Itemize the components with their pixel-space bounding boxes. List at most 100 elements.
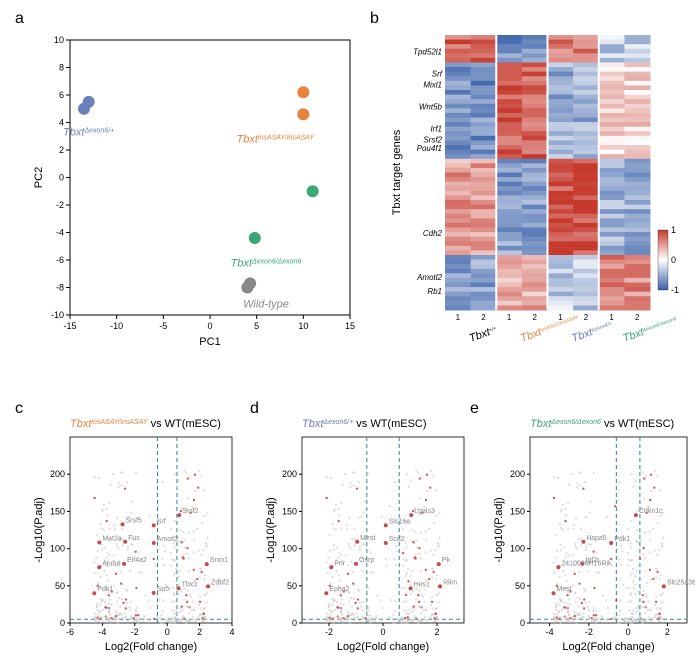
svg-text:Rlim: Rlim xyxy=(443,579,457,586)
svg-text:Hspa5: Hspa5 xyxy=(586,535,606,542)
svg-text:0: 0 xyxy=(626,627,631,637)
svg-text:4: 4 xyxy=(229,627,234,637)
svg-text:10: 10 xyxy=(54,35,64,45)
svg-text:0: 0 xyxy=(60,618,65,628)
svg-text:Rb1: Rb1 xyxy=(427,287,442,296)
svg-text:-Log10(P.adj): -Log10(P.adj) xyxy=(265,497,277,562)
volcano-c-panel: TbxtinsASAY/insASAY vs WT(mESC) -6 -4 -2 0 2 4… xyxy=(30,415,240,655)
svg-text:Pdk1: Pdk1 xyxy=(97,586,113,593)
svg-text:1: 1 xyxy=(671,225,676,235)
pca-scatter-svg: -15-10-5051015-10-8-6-4-20246810PC1PC2Tb… xyxy=(30,30,360,350)
volcano-d-svg: TbxtΔexon6/+ vs WT(mESC)-202050100150200… xyxy=(262,415,472,655)
svg-text:Srf: Srf xyxy=(432,70,443,79)
svg-text:200: 200 xyxy=(510,469,525,479)
svg-text:Tpd52l1: Tpd52l1 xyxy=(413,48,442,57)
heatmap-svg: Tpd52l1SrfMixl1Wnt5bIrf1Srsf2Pou4f1Cdh2A… xyxy=(390,30,690,370)
svg-text:150: 150 xyxy=(282,506,297,516)
svg-text:Irf1: Irf1 xyxy=(430,125,442,134)
svg-text:Scd2: Scd2 xyxy=(389,536,405,543)
svg-text:-6: -6 xyxy=(66,627,74,637)
svg-text:0: 0 xyxy=(520,618,525,628)
svg-text:Wild-type: Wild-type xyxy=(243,299,289,311)
svg-text:-Log10(P.adj): -Log10(P.adj) xyxy=(493,497,505,562)
svg-text:100: 100 xyxy=(510,544,525,554)
volcano-c-svg: TbxtinsASAY/insASAY vs WT(mESC) -6 -4 -2 0 2 4… xyxy=(30,415,240,655)
svg-text:PC1: PC1 xyxy=(199,336,220,348)
svg-text:Pdk1: Pdk1 xyxy=(614,536,630,543)
svg-text:1: 1 xyxy=(507,313,512,322)
volcano-e-panel: TbxtΔexon6/Δexon6 vs WT(mESC)-4-20205010… xyxy=(490,415,695,655)
svg-text:2: 2 xyxy=(197,627,202,637)
svg-text:Log2(Fold change): Log2(Fold change) xyxy=(562,641,654,653)
heatmap-panel: Tpd52l1SrfMixl1Wnt5bIrf1Srsf2Pou4f1Cdh2A… xyxy=(390,30,690,370)
svg-text:Pk: Pk xyxy=(442,557,451,564)
pca-scatter-panel: -15-10-5051015-10-8-6-4-20246810PC1PC2Tb… xyxy=(30,30,360,350)
svg-text:-8: -8 xyxy=(56,283,64,293)
svg-text:50: 50 xyxy=(55,581,65,591)
svg-text:-5: -5 xyxy=(159,321,167,331)
svg-text:Srxn1: Srxn1 xyxy=(210,557,228,564)
svg-text:100: 100 xyxy=(50,544,65,554)
svg-text:2: 2 xyxy=(532,313,537,322)
svg-text:-Log10(P.adj): -Log10(P.adj) xyxy=(33,497,45,562)
svg-text:Sp5: Sp5 xyxy=(157,586,170,593)
volcano-d-panel: TbxtΔexon6/+ vs WT(mESC)-202050100150200… xyxy=(262,415,472,655)
svg-text:Zdbf2: Zdbf2 xyxy=(211,579,229,586)
svg-text:200: 200 xyxy=(282,469,297,479)
svg-text:2: 2 xyxy=(434,627,439,637)
svg-text:TbxtΔexon6/+: TbxtΔexon6/+ xyxy=(63,127,114,139)
svg-text:-2: -2 xyxy=(56,200,64,210)
svg-text:2: 2 xyxy=(635,313,640,322)
svg-text:Mixl1: Mixl1 xyxy=(423,81,442,90)
svg-text:TbxtΔexon6/Δexon6: TbxtΔexon6/Δexon6 xyxy=(621,314,679,345)
svg-text:Fus: Fus xyxy=(128,535,140,542)
svg-text:150: 150 xyxy=(50,506,65,516)
svg-text:-2: -2 xyxy=(325,627,333,637)
svg-text:6: 6 xyxy=(59,90,64,100)
volcano-e-svg: TbxtΔexon6/Δexon6 vs WT(mESC)-4-20205010… xyxy=(490,415,695,655)
svg-text:Lgals3: Lgals3 xyxy=(414,508,435,515)
svg-text:Srf: Srf xyxy=(157,518,166,525)
svg-text:2410006H16Rik: 2410006H16Rik xyxy=(561,560,612,567)
svg-text:-2: -2 xyxy=(131,627,139,637)
svg-text:200: 200 xyxy=(50,469,65,479)
svg-text:-10: -10 xyxy=(110,321,123,331)
svg-text:5: 5 xyxy=(254,321,259,331)
svg-text:Osrp: Osrp xyxy=(359,557,374,564)
svg-text:Srsf5: Srsf5 xyxy=(125,517,141,524)
panel-d-label: d xyxy=(250,400,259,418)
svg-text:2: 2 xyxy=(584,313,589,322)
svg-text:50: 50 xyxy=(515,581,525,591)
svg-text:0: 0 xyxy=(59,173,64,183)
svg-text:Amotl2: Amotl2 xyxy=(157,536,179,543)
svg-text:Tbx3: Tbx3 xyxy=(182,581,198,588)
svg-text:10: 10 xyxy=(298,321,308,331)
svg-text:Log2(Fold change): Log2(Fold change) xyxy=(105,641,197,653)
svg-text:TbxtΔexon6/Δexon6 vs WT(mESC): TbxtΔexon6/Δexon6 vs WT(mESC) xyxy=(530,418,674,430)
svg-text:0: 0 xyxy=(292,618,297,628)
svg-text:-4: -4 xyxy=(546,627,554,637)
svg-text:Cdkn1c: Cdkn1c xyxy=(639,508,663,515)
svg-text:-4: -4 xyxy=(56,228,64,238)
svg-text:2: 2 xyxy=(665,627,670,637)
svg-text:1: 1 xyxy=(456,313,461,322)
svg-text:150: 150 xyxy=(510,506,525,516)
svg-text:Tbxt+/+: Tbxt+/+ xyxy=(468,324,499,345)
svg-text:0: 0 xyxy=(671,255,676,265)
svg-text:0: 0 xyxy=(380,627,385,637)
svg-text:0: 0 xyxy=(207,321,212,331)
svg-text:Ajuba: Ajuba xyxy=(102,560,120,567)
svg-text:Log2(Fold change): Log2(Fold change) xyxy=(337,641,429,653)
svg-text:0: 0 xyxy=(165,627,170,637)
svg-text:Mest: Mest xyxy=(360,535,375,542)
svg-text:50: 50 xyxy=(287,581,297,591)
svg-text:-4: -4 xyxy=(98,627,106,637)
svg-text:-10: -10 xyxy=(51,310,64,320)
svg-text:Tbxt target genes: Tbxt target genes xyxy=(391,129,403,215)
svg-text:100: 100 xyxy=(282,544,297,554)
svg-text:Epha2: Epha2 xyxy=(329,586,349,593)
svg-text:Prlr: Prlr xyxy=(334,560,346,567)
panel-a-label: a xyxy=(15,10,24,28)
svg-text:-1: -1 xyxy=(671,285,679,295)
svg-text:TbxtinsASAY/insASAY vs WT(mESC: TbxtinsASAY/insASAY vs WT(mESC) xyxy=(70,418,221,430)
